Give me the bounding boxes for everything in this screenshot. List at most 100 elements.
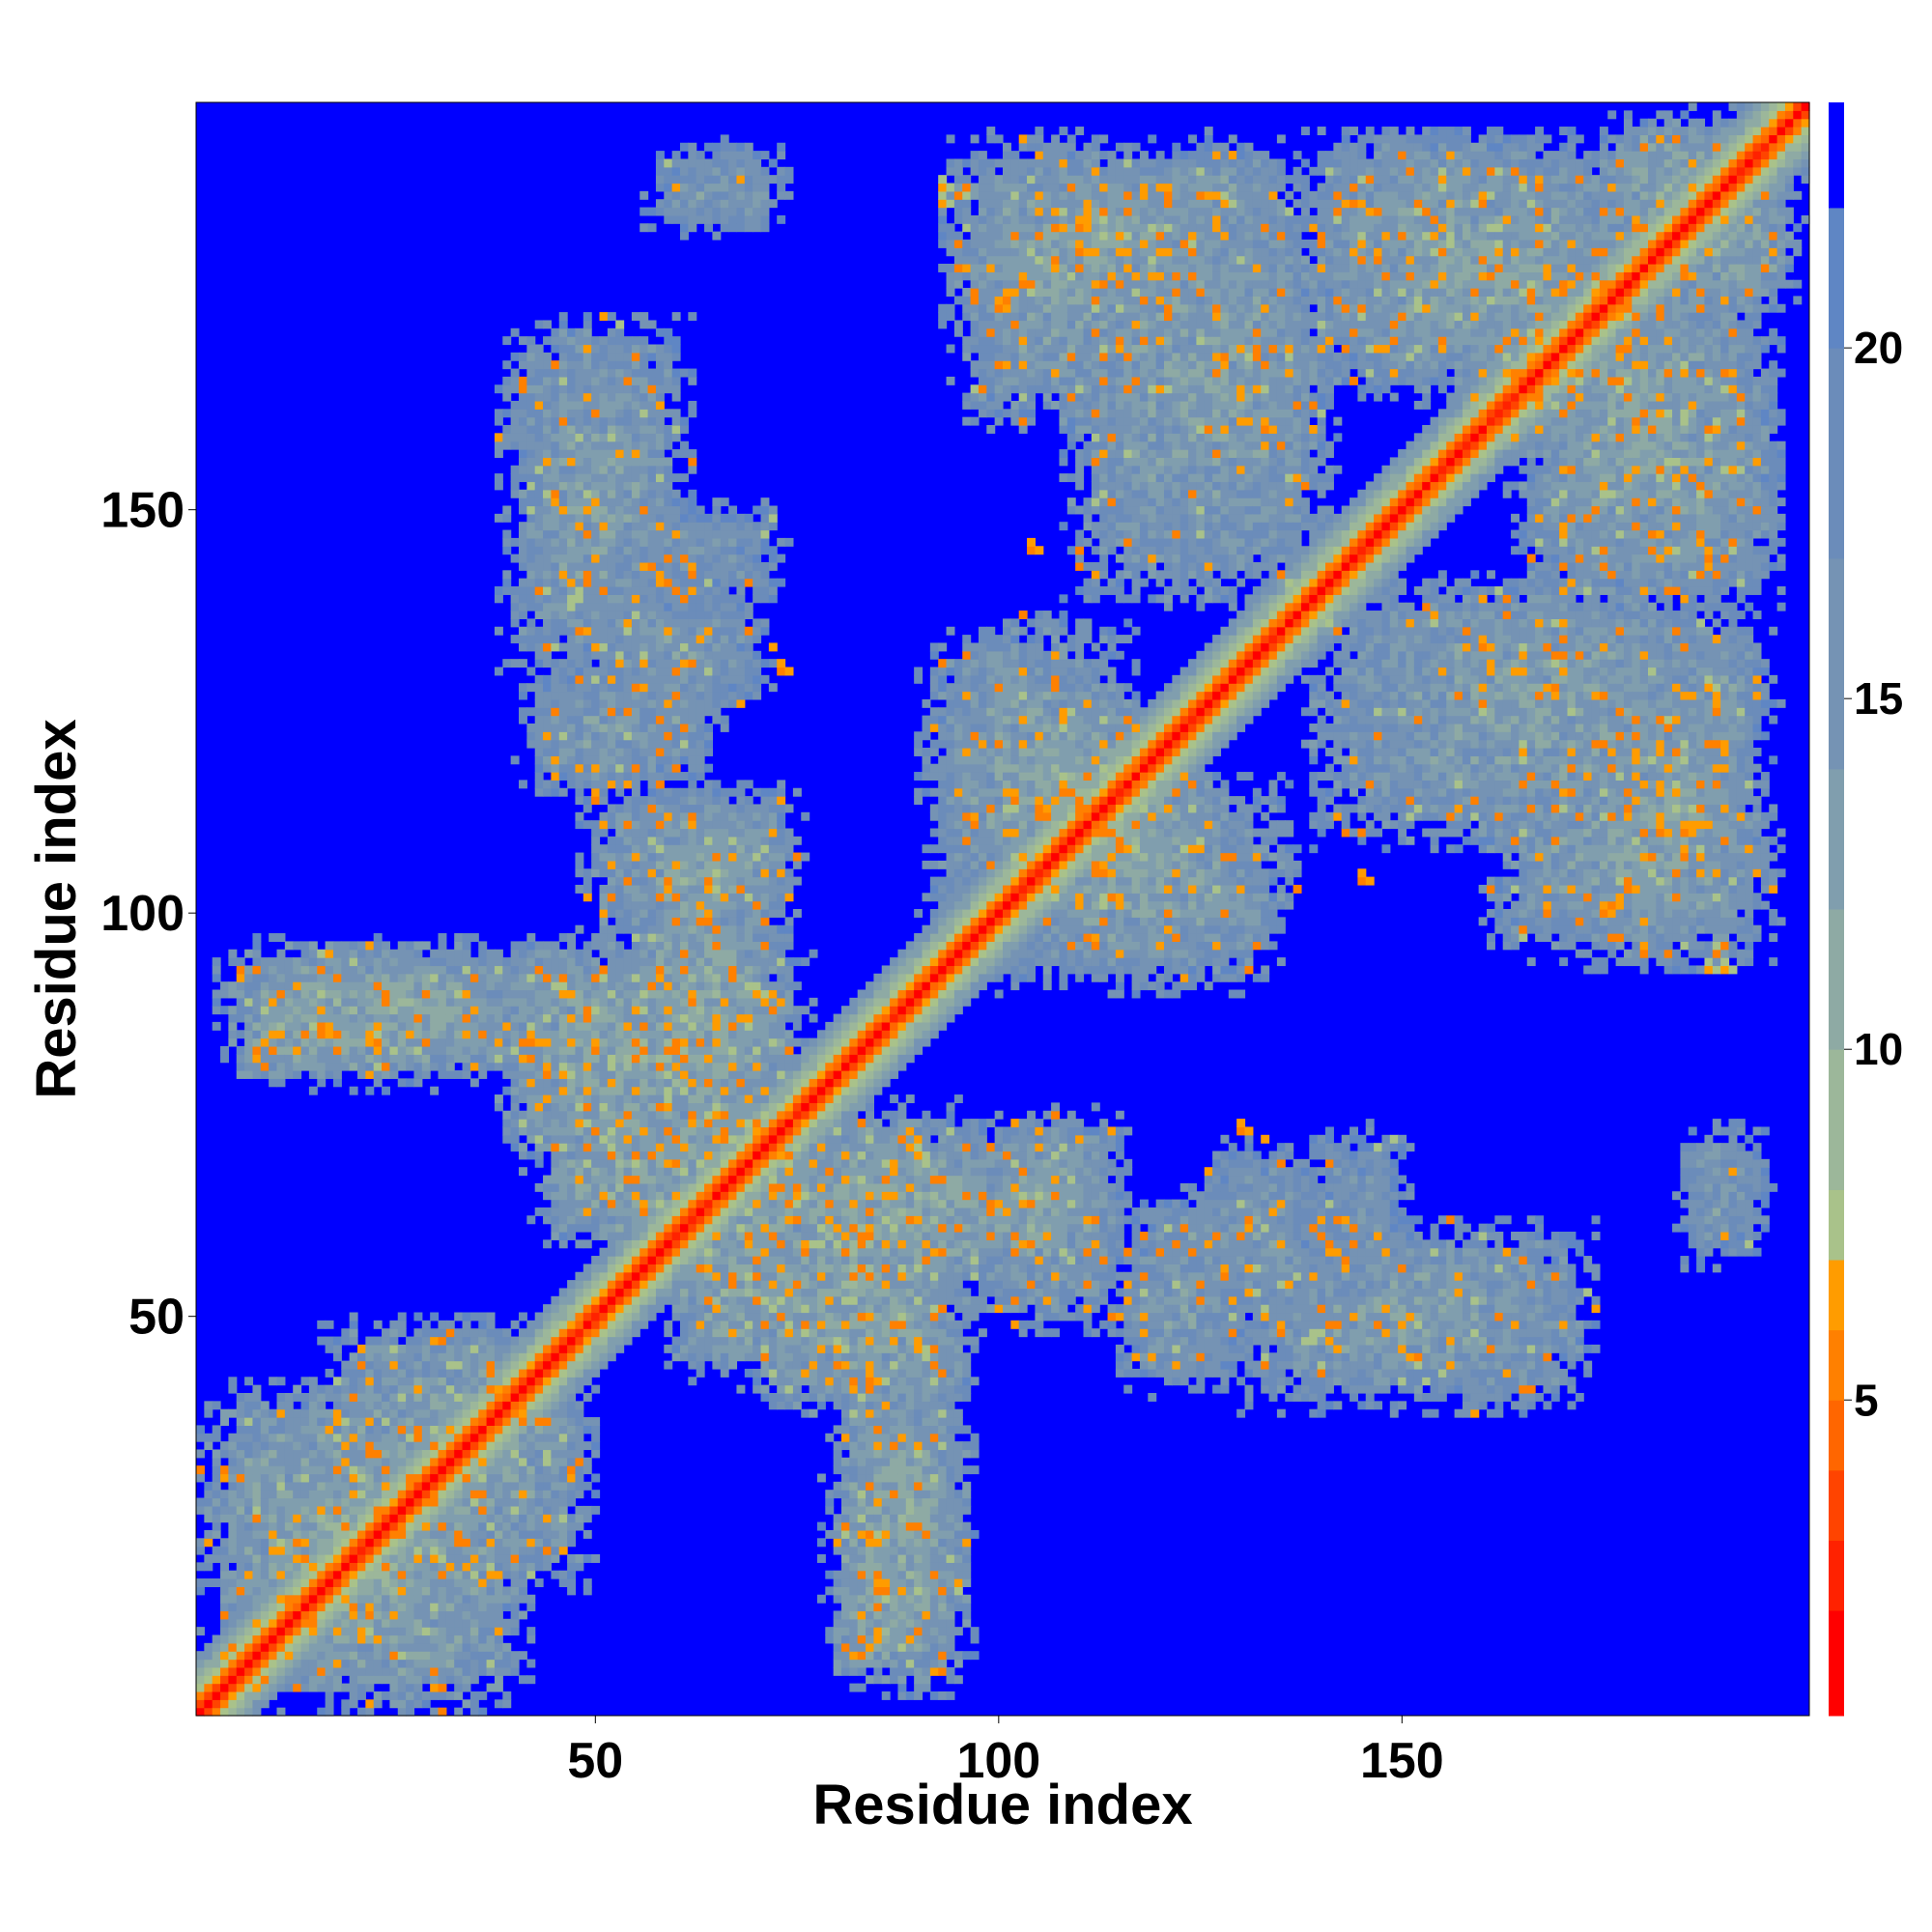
heatmap-cell <box>398 1038 407 1047</box>
heatmap-cell <box>228 1506 237 1515</box>
heatmap-cell <box>301 1675 310 1684</box>
heatmap-cell <box>228 990 237 999</box>
heatmap-cell <box>196 1562 205 1571</box>
heatmap-cell <box>454 1377 463 1385</box>
heatmap-cell <box>398 1030 407 1038</box>
heatmap-cell <box>413 1401 422 1409</box>
heatmap-cell <box>430 1506 439 1515</box>
heatmap-cell <box>454 974 463 982</box>
heatmap-cell <box>244 981 253 990</box>
heatmap-cell <box>463 1635 471 1644</box>
heatmap-cell <box>454 1675 463 1684</box>
heatmap-cell <box>237 1054 245 1063</box>
heatmap-cell <box>350 1434 358 1442</box>
heatmap-cell <box>470 1635 479 1644</box>
heatmap-cell <box>277 1538 286 1547</box>
heatmap-cell <box>285 1522 294 1531</box>
heatmap-cell <box>196 1506 205 1515</box>
heatmap-cell <box>413 1578 422 1587</box>
heatmap-cell <box>406 1595 414 1604</box>
heatmap-cell <box>413 1619 422 1628</box>
heatmap-cell <box>454 1006 463 1014</box>
heatmap-cell <box>228 1385 237 1394</box>
heatmap-cell <box>269 1578 277 1587</box>
heatmap-cell <box>374 1538 383 1547</box>
heatmap-cell <box>413 981 422 990</box>
heatmap-cell <box>365 1660 374 1668</box>
heatmap-cell <box>285 1474 294 1483</box>
heatmap-cell <box>252 1530 261 1539</box>
heatmap-cell <box>365 1030 374 1038</box>
heatmap-cell <box>309 1635 318 1644</box>
heatmap-cell <box>237 990 245 999</box>
heatmap-cell <box>204 1401 213 1409</box>
heatmap-cell <box>413 998 422 1007</box>
heatmap-cell <box>413 1417 422 1426</box>
heatmap-cell <box>454 1619 463 1628</box>
heatmap-cell <box>446 1578 455 1587</box>
heatmap-cell <box>341 1385 350 1394</box>
heatmap-cell <box>365 1578 374 1587</box>
heatmap-cell <box>365 1465 374 1474</box>
heatmap-cell <box>252 1554 261 1563</box>
heatmap-cell <box>285 1684 294 1692</box>
heatmap-cell <box>285 1070 294 1079</box>
heatmap-cell <box>252 1022 261 1031</box>
heatmap-cell <box>196 1684 205 1692</box>
heatmap-cell <box>422 1603 431 1611</box>
heatmap-cell <box>357 1498 366 1507</box>
heatmap-cell <box>446 1651 455 1660</box>
heatmap-cell <box>406 1409 414 1418</box>
heatmap-cell <box>463 1627 471 1635</box>
heatmap-cell <box>470 1490 479 1498</box>
heatmap-cell <box>301 1038 310 1047</box>
heatmap-cell <box>213 1635 221 1644</box>
heatmap-cell <box>269 1063 277 1071</box>
heatmap-cell <box>341 1434 350 1442</box>
heatmap-cell <box>422 957 431 966</box>
heatmap-cell <box>350 1465 358 1474</box>
heatmap-cell <box>196 1667 205 1676</box>
heatmap-cell <box>213 1482 221 1491</box>
heatmap-cell <box>285 1547 294 1555</box>
heatmap-cell <box>470 1619 479 1628</box>
heatmap-cell <box>350 1393 358 1402</box>
heatmap-cell <box>446 981 455 990</box>
heatmap-cell <box>228 1667 237 1676</box>
heatmap-cell <box>422 1321 431 1329</box>
heatmap-cell <box>204 1684 213 1692</box>
heatmap-cell <box>261 1022 270 1031</box>
heatmap-cell <box>333 1506 342 1515</box>
heatmap-cell <box>430 1490 439 1498</box>
heatmap-cell <box>350 941 358 950</box>
heatmap-cell <box>237 1514 245 1522</box>
heatmap-cell <box>382 1401 390 1409</box>
heatmap-cell <box>277 1506 286 1515</box>
heatmap-cell <box>333 1643 342 1652</box>
heatmap-cell <box>237 1684 245 1692</box>
heatmap-cell <box>389 1610 398 1619</box>
heatmap-cell <box>204 1434 213 1442</box>
heatmap-cell <box>252 1643 261 1652</box>
heatmap-cell <box>277 965 286 974</box>
heatmap-cell <box>463 1054 471 1063</box>
heatmap-cell <box>382 1498 390 1507</box>
heatmap-cell <box>463 1538 471 1547</box>
heatmap-cell <box>317 1417 326 1426</box>
heatmap-cell <box>333 1425 342 1434</box>
heatmap-cell <box>398 1361 407 1370</box>
heatmap-cell <box>374 1490 383 1498</box>
heatmap-cell <box>237 1530 245 1539</box>
heatmap-cell <box>398 1490 407 1498</box>
heatmap-cell <box>365 1087 374 1095</box>
heatmap-cell <box>261 1514 270 1522</box>
heatmap-cell <box>470 1586 479 1595</box>
heatmap-cell <box>463 1675 471 1684</box>
heatmap-cell <box>413 1482 422 1491</box>
heatmap-cell <box>269 1490 277 1498</box>
heatmap-cell <box>357 1377 366 1385</box>
heatmap-cell <box>317 1514 326 1522</box>
heatmap-cell <box>389 1675 398 1684</box>
heatmap-cell <box>470 1571 479 1579</box>
heatmap-cell <box>350 1547 358 1555</box>
